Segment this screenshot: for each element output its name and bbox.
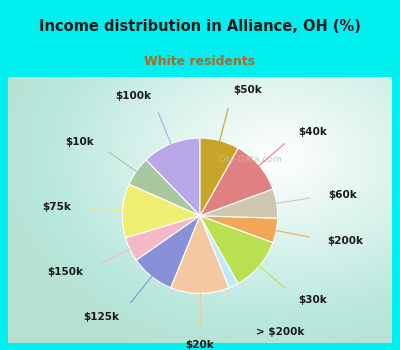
- Wedge shape: [122, 184, 200, 238]
- Text: $125k: $125k: [83, 312, 119, 322]
- Wedge shape: [171, 216, 229, 293]
- Wedge shape: [146, 138, 200, 216]
- Wedge shape: [129, 160, 200, 216]
- Text: $50k: $50k: [233, 85, 262, 96]
- Text: White residents: White residents: [144, 55, 256, 69]
- Text: $40k: $40k: [299, 127, 328, 137]
- Wedge shape: [200, 138, 238, 216]
- Wedge shape: [126, 216, 200, 260]
- Wedge shape: [200, 148, 273, 216]
- Wedge shape: [200, 189, 278, 218]
- Text: Income distribution in Alliance, OH (%): Income distribution in Alliance, OH (%): [39, 19, 361, 34]
- Text: $100k: $100k: [116, 91, 152, 101]
- Wedge shape: [136, 216, 200, 288]
- Text: $60k: $60k: [328, 190, 356, 200]
- Text: $150k: $150k: [47, 267, 83, 277]
- Wedge shape: [200, 216, 278, 243]
- Text: $10k: $10k: [65, 136, 94, 147]
- Wedge shape: [200, 216, 238, 288]
- Wedge shape: [200, 216, 273, 284]
- Text: $75k: $75k: [42, 202, 71, 212]
- Text: $200k: $200k: [327, 236, 363, 245]
- Text: City-Data.com: City-Data.com: [218, 155, 282, 164]
- Text: > $200k: > $200k: [256, 328, 304, 337]
- Text: $30k: $30k: [299, 295, 327, 305]
- Text: $20k: $20k: [186, 340, 214, 350]
